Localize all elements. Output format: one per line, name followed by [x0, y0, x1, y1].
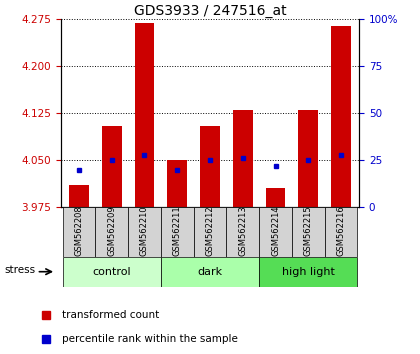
Bar: [325, 207, 357, 257]
Text: GSM562213: GSM562213: [238, 206, 247, 256]
Bar: [63, 207, 95, 257]
Bar: [63, 257, 161, 287]
Text: transformed count: transformed count: [62, 310, 160, 320]
Text: GSM562216: GSM562216: [336, 206, 346, 256]
Bar: [292, 207, 325, 257]
Bar: [233, 110, 252, 207]
Bar: [331, 26, 351, 207]
Bar: [128, 207, 161, 257]
Bar: [194, 207, 226, 257]
Bar: [161, 257, 259, 287]
Text: dark: dark: [197, 267, 223, 277]
Text: stress: stress: [5, 265, 36, 275]
Text: percentile rank within the sample: percentile rank within the sample: [62, 333, 238, 343]
Text: GSM562208: GSM562208: [74, 206, 84, 256]
Text: GSM562212: GSM562212: [205, 206, 215, 256]
Bar: [266, 188, 285, 207]
Bar: [168, 160, 187, 207]
Text: GSM562215: GSM562215: [304, 206, 313, 256]
Bar: [259, 257, 357, 287]
Bar: [226, 207, 259, 257]
Text: high light: high light: [282, 267, 335, 277]
Bar: [299, 110, 318, 207]
Text: GSM562211: GSM562211: [173, 206, 182, 256]
Bar: [95, 207, 128, 257]
Bar: [161, 207, 194, 257]
Bar: [102, 126, 121, 207]
Text: GSM562210: GSM562210: [140, 206, 149, 256]
Bar: [259, 207, 292, 257]
Bar: [200, 126, 220, 207]
Bar: [135, 23, 154, 207]
Title: GDS3933 / 247516_at: GDS3933 / 247516_at: [134, 5, 286, 18]
Bar: [69, 185, 89, 207]
Text: GSM562209: GSM562209: [107, 206, 116, 256]
Text: control: control: [92, 267, 131, 277]
Text: GSM562214: GSM562214: [271, 206, 280, 256]
